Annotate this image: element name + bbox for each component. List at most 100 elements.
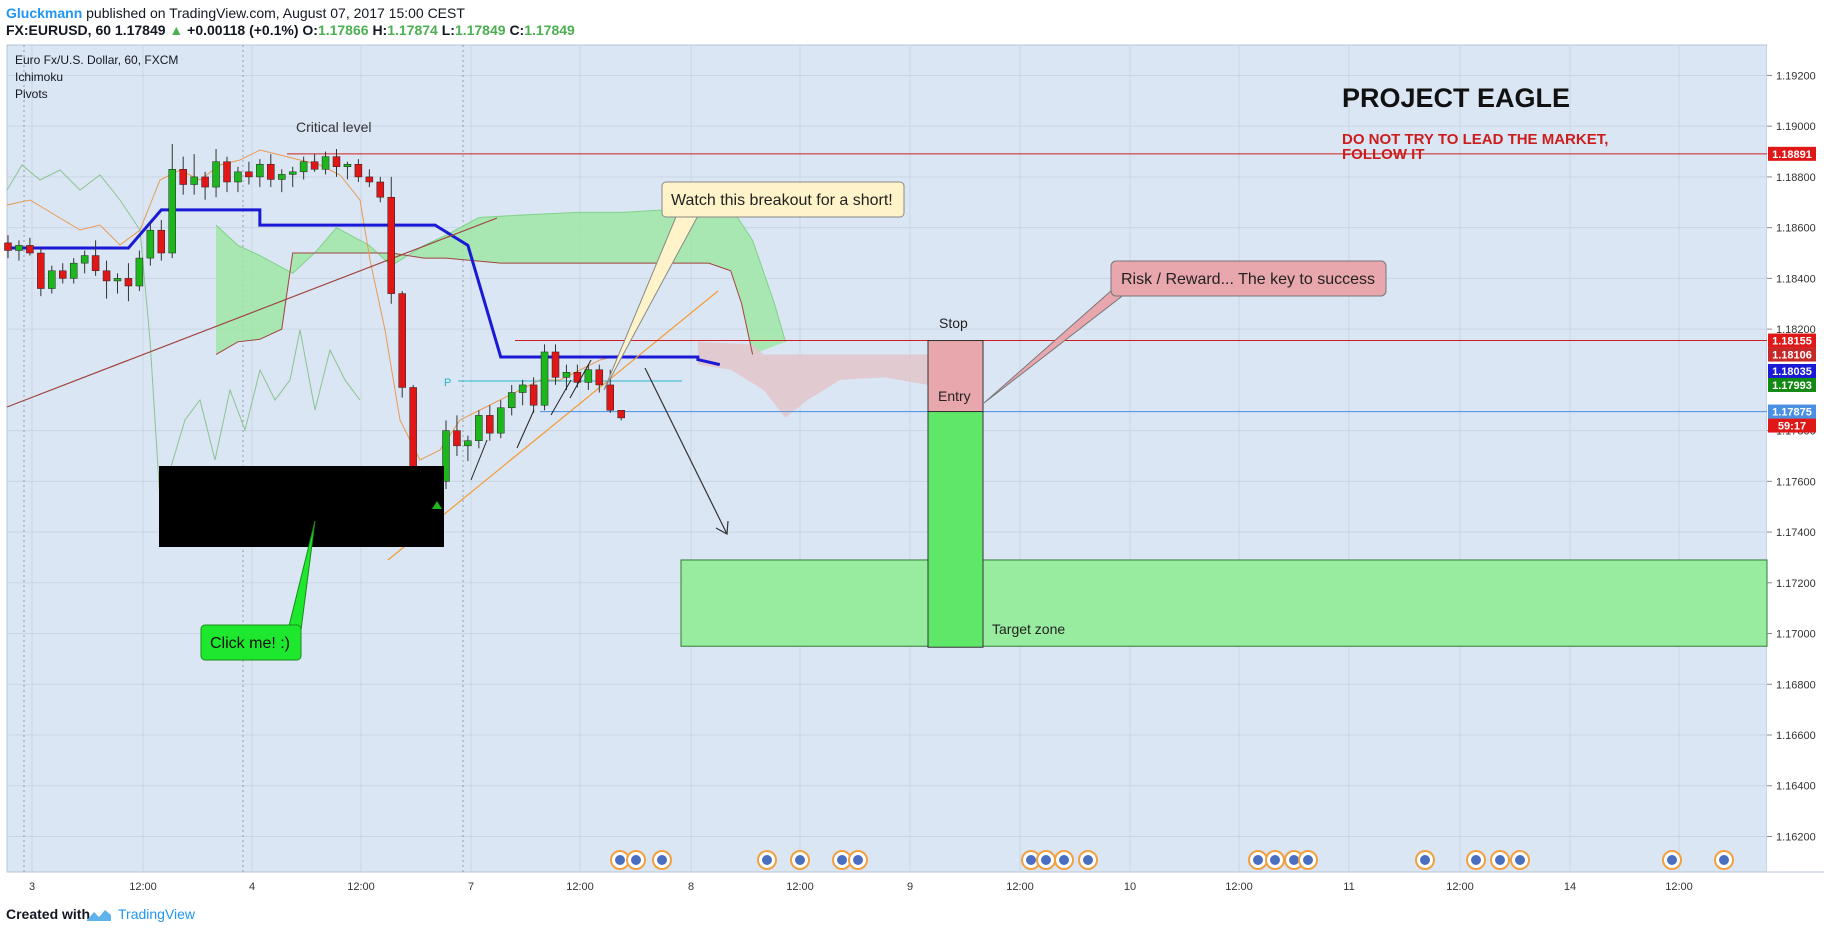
candle-body (595, 369, 604, 386)
candle-body (442, 430, 450, 482)
price-badge-label: 1.18155 (1772, 336, 1812, 348)
publish-line: Gluckmann published on TradingView.com, … (6, 5, 465, 21)
close-value: 1.17849 (524, 22, 575, 38)
candle-body (168, 169, 176, 254)
breakout-callout-text: Watch this breakout for a short! (671, 192, 893, 209)
price-badge (1768, 333, 1816, 348)
candle-body (223, 161, 231, 183)
ichimoku-lagging-span (6, 164, 361, 501)
stop-label: Stop (939, 315, 968, 331)
open-value: 1.17866 (317, 22, 369, 38)
low-value: 1.17849 (454, 22, 506, 38)
y-tick-label: 1.18600 (1776, 223, 1816, 235)
candle-body (376, 181, 385, 198)
price-badge (1768, 363, 1816, 378)
x-tick-label: 9 (907, 881, 913, 893)
click-me-callout[interactable]: Click me! :) (200, 520, 316, 661)
event-flag-center (762, 855, 772, 865)
y-tick-label: 1.18400 (1776, 273, 1816, 285)
candle-body (135, 257, 144, 287)
candle-body (157, 229, 166, 254)
candle-body (584, 369, 593, 383)
candle-body (365, 176, 374, 183)
x-tick-label: 4 (249, 881, 255, 893)
up-triangle-icon: ▲ (169, 22, 184, 38)
candle-body (48, 270, 56, 289)
event-flag-center (1303, 855, 1313, 865)
down-arrow (644, 367, 729, 535)
price-badges: 1.18891 1.18155 1.18106 1.18035 1.17993 1.178… (1768, 146, 1816, 433)
up-arrows (470, 359, 592, 481)
event-flag-center (1515, 855, 1525, 865)
candle-body (179, 169, 187, 185)
candle-body (354, 163, 363, 178)
candle-body (387, 196, 395, 294)
risk-reward-callout[interactable]: Risk / Reward... The key to success (983, 260, 1387, 404)
event-flag-center (615, 855, 625, 865)
candle-body (453, 430, 461, 447)
x-tick-label: 12:00 (1446, 881, 1474, 893)
y-tick-label: 1.18800 (1776, 172, 1816, 184)
event-flag-center (837, 855, 847, 865)
candle-body (332, 156, 341, 168)
price-chart[interactable]: P Critical level Target zone Stop Entry … (0, 44, 1824, 904)
risk-reward-callout-box (1110, 260, 1387, 297)
candle-body (212, 161, 220, 188)
legend-ichimoku[interactable]: Ichimoku (15, 70, 63, 84)
symbol-label: FX:EURUSD, 60 (6, 22, 112, 38)
candle-body (518, 384, 527, 393)
legend-pivots[interactable]: Pivots (15, 87, 48, 101)
candle-body (245, 171, 253, 178)
candle-body (497, 407, 505, 434)
candle-body (464, 440, 472, 447)
candle-body (299, 161, 308, 173)
event-flag-center (631, 855, 641, 865)
pivot-label: P (444, 377, 451, 389)
candle-body (91, 255, 100, 272)
event-flag-center (853, 855, 863, 865)
event-flag-center (1495, 855, 1505, 865)
event-flag-center (1253, 855, 1263, 865)
event-flag-center (1471, 855, 1481, 865)
x-tick-label: 12:00 (566, 881, 594, 893)
x-tick-label: 7 (468, 881, 474, 893)
price-badge-label: 1.17993 (1772, 380, 1812, 392)
price-badge-label: 1.17875 (1772, 407, 1812, 419)
x-tick-label: 11 (1343, 881, 1354, 893)
ohlc-line: FX:EURUSD, 60 1.17849 ▲ +0.00118 (+0.1%)… (6, 22, 575, 38)
x-tick-label: 12:00 (1006, 881, 1034, 893)
price-badge (1768, 418, 1816, 433)
motto-line1: DO NOT TRY TO LEAD THE MARKET, (1342, 131, 1608, 148)
y-tick-label: 1.17600 (1776, 476, 1816, 488)
economic-event-icons (610, 850, 1734, 870)
low-label: L: (441, 22, 455, 38)
candle-body (398, 293, 406, 388)
x-tick-label: 3 (29, 881, 35, 893)
critical-level-label: Critical level (296, 119, 371, 135)
chart-header: Gluckmann published on TradingView.com, … (0, 0, 1824, 44)
candle-body (551, 351, 560, 378)
open-label: O: (302, 22, 318, 38)
tradingview-link[interactable]: TradingView (118, 906, 196, 922)
candle-body (59, 270, 67, 279)
y-tick-label: 1.16400 (1776, 781, 1816, 793)
candle-body (102, 270, 111, 282)
event-flag-center (1083, 855, 1093, 865)
target-zone-box (680, 559, 1768, 647)
y-tick-label: 1.16800 (1776, 679, 1816, 691)
long-trend-line (6, 217, 498, 408)
author-link[interactable]: Gluckmann (6, 5, 83, 21)
risk-reward-callout-text: Risk / Reward... The key to success (1121, 271, 1375, 288)
target-zone-label: Target zone (992, 621, 1065, 637)
breakout-callout[interactable]: Watch this breakout for a short! (603, 181, 905, 391)
event-flag-center (795, 855, 805, 865)
motto-line2: FOLLOW IT (1342, 146, 1424, 163)
price-axis (1767, 45, 1824, 872)
candle-body (267, 163, 275, 180)
signal-triangle-icon (432, 501, 442, 509)
candle-body (146, 229, 155, 259)
y-tick-label: 1.17000 (1776, 629, 1816, 641)
candle-body (617, 410, 625, 419)
y-tick-label: 1.16600 (1776, 730, 1816, 742)
price-badge (1768, 377, 1816, 392)
